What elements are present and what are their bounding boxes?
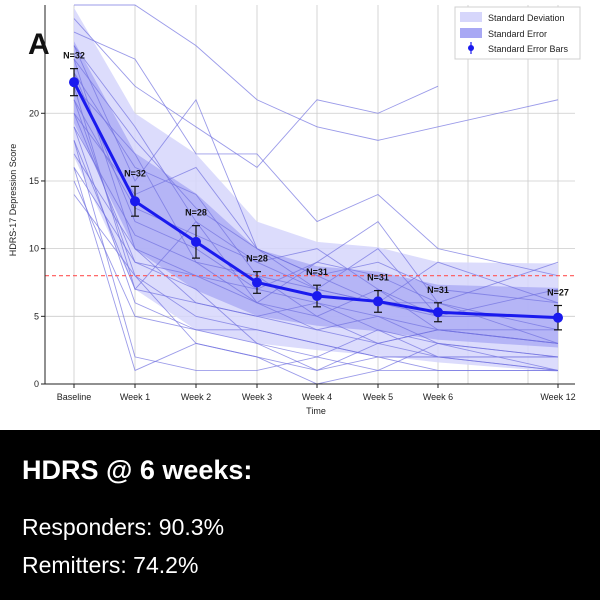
caption-panel: HDRS @ 6 weeks: Responders: 90.3% Remitt…: [22, 452, 582, 584]
x-tick-label-week-5: Week 5: [363, 392, 393, 402]
patient-line-20: [73, 153, 559, 344]
mean-point-week-2: [191, 236, 201, 247]
patient-line-1: [74, 4, 559, 141]
y-tick-label-20: 20: [29, 108, 39, 118]
n-label-6: N=31: [427, 285, 449, 295]
n-label-7: N=27: [547, 287, 569, 297]
patient-line-19: [73, 140, 559, 344]
responders-text: Responders: 90.3%: [22, 514, 225, 540]
legend-se-label: Standard Error: [488, 29, 547, 39]
n-label-1: N=32: [124, 168, 146, 178]
panel-letter: A: [28, 28, 50, 61]
patient-line-14: [73, 113, 558, 358]
patient-line-11: [73, 85, 559, 331]
patient-line-4: [73, 45, 558, 317]
x-tick-label-week-4: Week 4: [302, 392, 332, 402]
legend-sd-label: Standard Deviation: [488, 13, 565, 23]
x-axis-label: Time: [306, 406, 326, 416]
n-label-3: N=28: [246, 254, 268, 264]
y-tick-label-0: 0: [34, 379, 39, 389]
legend-errorbar-label: Standard Error Bars: [488, 44, 569, 54]
mean-point-week-1: [130, 196, 140, 207]
chart-figure: A N=32 N=32 N=28 N=28 N=31 N=31 N=31 N=27 0 5 10 1…: [0, 0, 600, 430]
patient-line-23: [73, 180, 558, 358]
chart-svg: A N=32 N=32 N=28 N=28 N=31 N=31 N=31 N=27 0 5 10 1…: [8, 4, 581, 416]
n-label-4: N=31: [306, 267, 328, 277]
y-tick-label-5: 5: [34, 311, 39, 321]
legend-dot-icon: [468, 45, 474, 51]
mean-point-week-12: [553, 312, 563, 323]
mean-line-layer: N=32 N=32 N=28 N=28 N=31 N=31 N=31 N=27: [63, 51, 569, 331]
patient-line-5: [73, 45, 558, 331]
n-label-0: N=32: [63, 51, 85, 61]
patient-line-10: [73, 86, 559, 371]
patient-line-24: [73, 194, 559, 371]
x-tick-label-week-3: Week 3: [242, 392, 272, 402]
legend-sd-swatch: [460, 12, 482, 22]
se-band: [74, 41, 558, 348]
x-tick-label-week-12: Week 12: [540, 392, 575, 402]
y-tick-label-10: 10: [29, 244, 39, 254]
mean-point-baseline: [69, 77, 79, 88]
x-tick-label-week-1: Week 1: [120, 392, 150, 402]
n-label-5: N=31: [367, 273, 389, 283]
remitters-text: Remitters: 74.2%: [22, 552, 199, 578]
mean-point-week-6: [433, 307, 443, 318]
patient-line-3: [73, 31, 559, 277]
mean-point-week-5: [373, 296, 383, 307]
y-axis-label: HDRS-17 Depression Score: [8, 144, 18, 257]
caption-title: HDRS @ 6 weeks:: [22, 455, 253, 485]
x-tick-label-baseline: Baseline: [57, 392, 92, 402]
y-tick-label-15: 15: [29, 176, 39, 186]
patient-line-2: [73, 18, 439, 169]
mean-point-week-3: [252, 277, 262, 288]
individual-lines-layer: [73, 4, 559, 385]
axes-layer: 0 5 10 15 20 Baseline Week 1 Week 2 Week 3 Week 4…: [29, 5, 576, 402]
x-tick-label-week-2: Week 2: [181, 392, 211, 402]
x-tick-label-week-6: Week 6: [423, 392, 453, 402]
mean-point-week-4: [312, 291, 322, 302]
patient-line-16: [73, 126, 558, 371]
se-band-layer: [74, 41, 558, 348]
legend: Standard Deviation Standard Error Standa…: [454, 6, 581, 60]
legend-se-swatch: [460, 28, 482, 38]
patient-line-15: [73, 113, 559, 304]
patient-line-21: [73, 167, 558, 385]
n-label-2: N=28: [185, 208, 207, 218]
mean-line: [72, 81, 559, 320]
